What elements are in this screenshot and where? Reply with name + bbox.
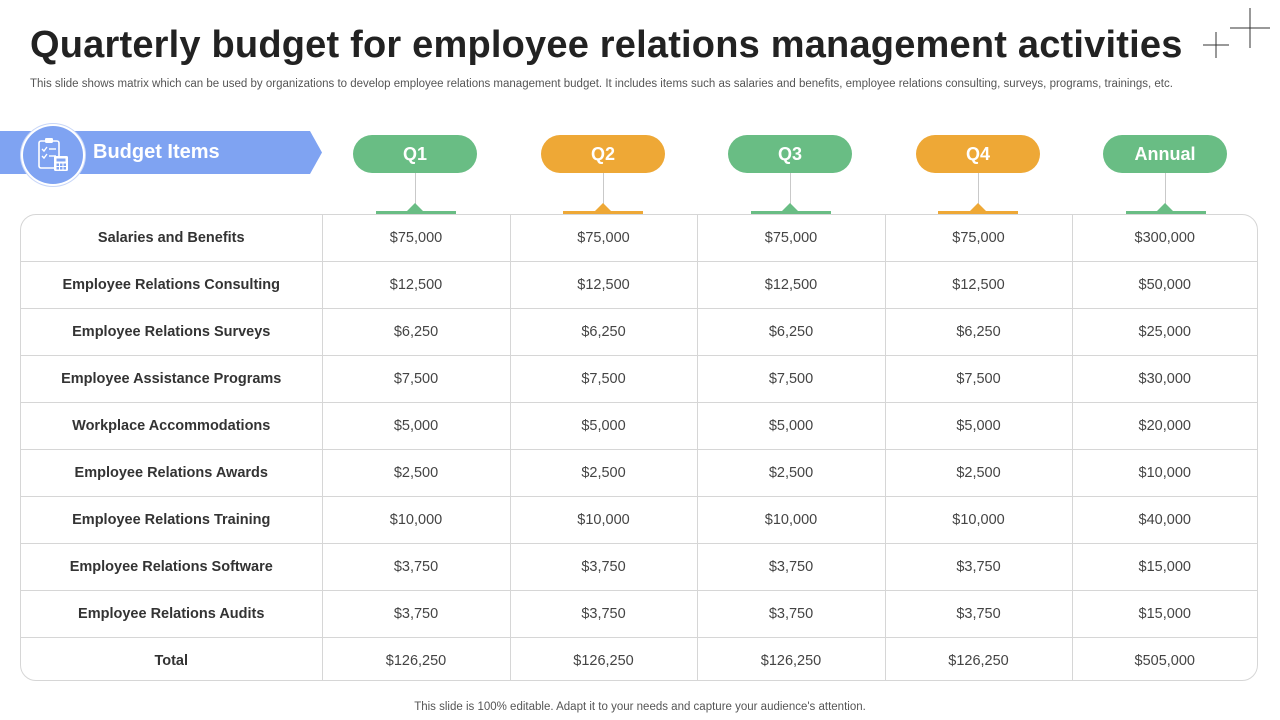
marker-bar: [938, 211, 1018, 214]
column-header-q3: Q3: [728, 135, 852, 173]
page-subtitle: This slide shows matrix which can be use…: [30, 78, 1173, 90]
marker-triangle: [595, 203, 611, 211]
row-item-label: Employee Relations Consulting: [21, 261, 323, 309]
table-row: Employee Relations Audits $3,750 $3,750 …: [21, 590, 1257, 638]
row-item-label: Salaries and Benefits: [21, 215, 323, 262]
table-cell: $30,000: [1072, 355, 1257, 403]
table-cell: $3,750: [885, 590, 1073, 638]
marker-triangle: [1157, 203, 1173, 211]
table-cell: $10,000: [1072, 449, 1257, 497]
table-cell: $7,500: [697, 355, 886, 403]
footer-note: This slide is 100% editable. Adapt it to…: [414, 701, 866, 713]
row-item-label: Employee Assistance Programs: [21, 355, 323, 403]
table-cell: $12,500: [697, 261, 886, 309]
total-label: Total: [21, 637, 323, 680]
total-cell: $126,250: [697, 637, 886, 680]
table-cell: $7,500: [510, 355, 698, 403]
table-cell: $2,500: [510, 449, 698, 497]
total-cell: $126,250: [510, 637, 698, 680]
total-cell: $126,250: [322, 637, 511, 680]
table-cell: $6,250: [510, 308, 698, 356]
table-cell: $6,250: [322, 308, 511, 356]
table-cell: $5,000: [697, 402, 886, 450]
table-cell: $2,500: [322, 449, 511, 497]
table-cell: $6,250: [885, 308, 1073, 356]
total-cell: $505,000: [1134, 653, 1195, 669]
column-header-annual: Annual: [1103, 135, 1227, 173]
table-row: Salaries and Benefits $75,000 $75,000 $7…: [21, 215, 1257, 262]
table-cell: $10,000: [697, 496, 886, 544]
connector-line: [415, 173, 416, 205]
column-header-q2: Q2: [541, 135, 665, 173]
table-row: Workplace Accommodations $5,000 $5,000 $…: [21, 402, 1257, 450]
connector-line: [603, 173, 604, 205]
table-row: Employee Relations Consulting $12,500 $1…: [21, 261, 1257, 309]
total-row: Total $126,250 $126,250 $126,250 $126,25…: [21, 637, 1257, 680]
table-cell: $12,500: [510, 261, 698, 309]
table-cell: $3,750: [510, 590, 698, 638]
marker-bar: [1126, 211, 1206, 214]
table-cell: $3,750: [322, 590, 511, 638]
connector-line: [978, 173, 979, 205]
row-item-label: Employee Relations Surveys: [21, 308, 323, 356]
table-row: Employee Relations Software $3,750 $3,75…: [21, 543, 1257, 591]
marker-bar: [563, 211, 643, 214]
table-row: Employee Assistance Programs $7,500 $7,5…: [21, 355, 1257, 403]
row-item-label: Employee Relations Software: [21, 543, 323, 591]
table-cell: $75,000: [885, 215, 1073, 262]
marker-bar: [751, 211, 831, 214]
connector-line: [790, 173, 791, 205]
table-cell: $3,750: [885, 543, 1073, 591]
table-cell: $7,500: [322, 355, 511, 403]
table-cell: $2,500: [697, 449, 886, 497]
column-header-q4: Q4: [916, 135, 1040, 173]
table-cell: $10,000: [510, 496, 698, 544]
table-cell: $3,750: [697, 590, 886, 638]
table-cell: $75,000: [697, 215, 886, 262]
table-cell: $12,500: [885, 261, 1073, 309]
table-row: Employee Relations Training $10,000 $10,…: [21, 496, 1257, 544]
table-row: Employee Relations Surveys $6,250 $6,250…: [21, 308, 1257, 356]
table-cell: $25,000: [1072, 308, 1257, 356]
table-cell: $10,000: [322, 496, 511, 544]
sparkle-decoration-icon: [1203, 8, 1270, 58]
table-cell: $3,750: [697, 543, 886, 591]
table-cell: $300,000: [1072, 215, 1257, 262]
table-cell: $5,000: [885, 402, 1073, 450]
column-header-q1: Q1: [353, 135, 477, 173]
table-cell: $20,000: [1072, 402, 1257, 450]
table-cell: $40,000: [1072, 496, 1257, 544]
table-cell: $75,000: [322, 215, 511, 262]
table-cell: $12,500: [322, 261, 511, 309]
table-cell: $50,000: [1072, 261, 1257, 309]
table-cell: $10,000: [885, 496, 1073, 544]
table-cell: $15,000: [1072, 543, 1257, 591]
row-item-label: Employee Relations Audits: [21, 590, 323, 638]
row-item-label: Employee Relations Awards: [21, 449, 323, 497]
clipboard-calculator-icon: [21, 124, 85, 186]
row-item-label: Workplace Accommodations: [21, 402, 323, 450]
marker-triangle: [970, 203, 986, 211]
table-cell: $3,750: [322, 543, 511, 591]
table-cell: $75,000: [510, 215, 698, 262]
budget-table: Salaries and Benefits $75,000 $75,000 $7…: [20, 214, 1258, 681]
table-cell: $5,000: [510, 402, 698, 450]
table-cell: $6,250: [697, 308, 886, 356]
table-cell: $15,000: [1072, 590, 1257, 638]
page-title: Quarterly budget for employee relations …: [30, 24, 1183, 66]
budget-items-label: Budget Items: [93, 141, 220, 163]
total-cell: $126,250: [885, 637, 1073, 680]
marker-triangle: [407, 203, 423, 211]
marker-triangle: [782, 203, 798, 211]
marker-bar: [376, 211, 456, 214]
table-cell: $2,500: [885, 449, 1073, 497]
table-cell: $7,500: [885, 355, 1073, 403]
connector-line: [1165, 173, 1166, 205]
table-cell: $3,750: [510, 543, 698, 591]
table-row: Employee Relations Awards $2,500 $2,500 …: [21, 449, 1257, 497]
row-item-label: Employee Relations Training: [21, 496, 323, 544]
table-cell: $5,000: [322, 402, 511, 450]
